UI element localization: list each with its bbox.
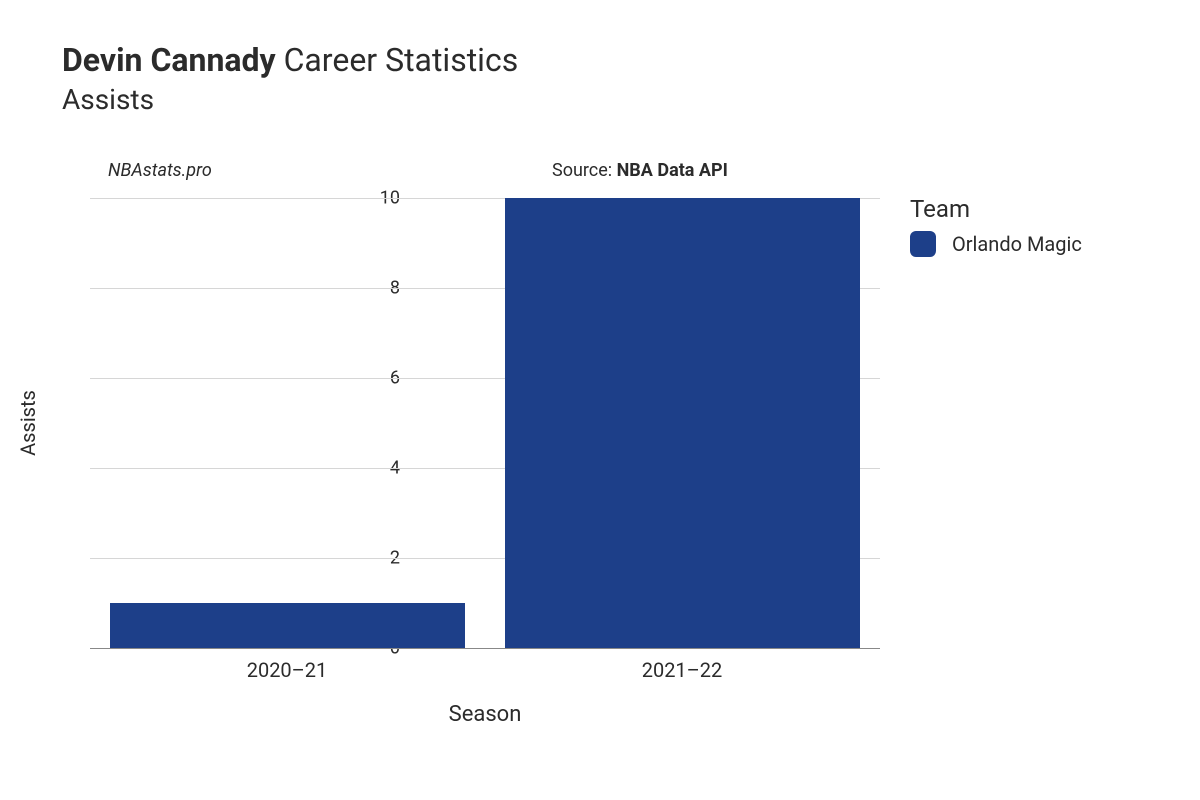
chart-title: Devin Cannady Career Statistics — [62, 40, 518, 80]
legend-swatch — [910, 231, 936, 257]
title-block: Devin Cannady Career Statistics Assists — [62, 40, 518, 118]
source-prefix: Source: — [552, 160, 617, 181]
x-axis-label: Season — [449, 702, 522, 727]
bar — [505, 198, 861, 648]
legend-label: Orlando Magic — [952, 232, 1082, 256]
xtick-label: 2020–21 — [247, 658, 328, 682]
plot-area — [90, 198, 880, 648]
source-name: NBA Data API — [617, 160, 728, 181]
legend-title: Team — [910, 195, 1082, 223]
chart-subtitle: Assists — [62, 82, 518, 118]
legend: Team Orlando Magic — [910, 195, 1082, 257]
title-bold: Devin Cannady — [62, 41, 276, 79]
watermark-text: NBAstats.pro — [108, 160, 212, 181]
chart-container: Devin Cannady Career Statistics Assists … — [0, 0, 1200, 800]
y-axis-label: Assists — [16, 390, 40, 456]
xtick-label: 2021–22 — [642, 658, 723, 682]
bar — [110, 603, 466, 648]
title-rest: Career Statistics — [276, 41, 519, 79]
legend-item: Orlando Magic — [910, 231, 1082, 257]
source-attribution: Source: NBA Data API — [552, 160, 728, 181]
axis-baseline — [90, 648, 880, 649]
